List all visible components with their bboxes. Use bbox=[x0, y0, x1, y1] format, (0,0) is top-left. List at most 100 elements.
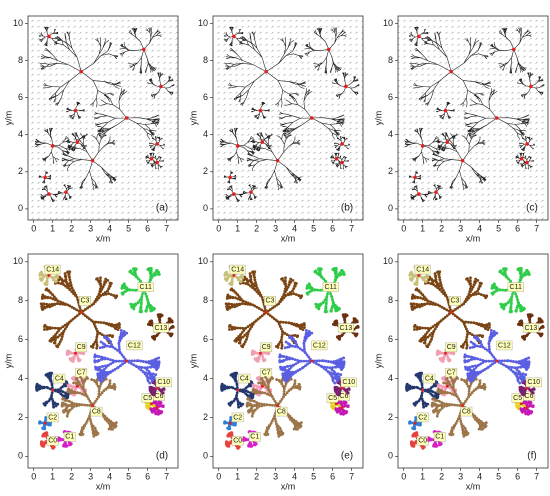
cluster-label-box bbox=[414, 264, 431, 275]
plot-frame bbox=[212, 15, 364, 221]
cluster-label-box bbox=[152, 323, 169, 333]
seed-point bbox=[73, 351, 77, 355]
seed-point bbox=[258, 351, 262, 355]
panel: C0 C1 C2 C3 C4 C5 C6 C7 C8 C9 C10 C11 C12 C13 C14 0 1 2 3 4… bbox=[373, 253, 549, 491]
y-tick-label: 0 bbox=[388, 451, 393, 461]
panel-label: (c) bbox=[526, 203, 538, 214]
x-tick-label: 3 bbox=[458, 471, 463, 481]
cluster-label-box bbox=[460, 406, 473, 417]
y-tick-label: 10 bbox=[198, 256, 208, 266]
seed-point bbox=[519, 157, 524, 161]
cluster-label-box bbox=[79, 295, 91, 306]
x-tick-label: 6 bbox=[515, 223, 520, 233]
cluster-label: C3 bbox=[80, 298, 89, 305]
cluster-label: C0 bbox=[233, 438, 242, 445]
seed-point bbox=[334, 157, 339, 161]
tree-branches bbox=[34, 127, 71, 164]
seed-point bbox=[344, 84, 348, 89]
x-tick-label: 6 bbox=[145, 223, 150, 233]
cluster-label: C2 bbox=[48, 414, 57, 421]
x-tick-label: 2 bbox=[254, 223, 259, 233]
seed-point bbox=[43, 421, 47, 425]
cluster-label: C10 bbox=[342, 379, 355, 386]
cluster-label-box bbox=[44, 264, 61, 275]
y-tick-label: 4 bbox=[18, 129, 23, 139]
x-tick-label: 2 bbox=[254, 471, 259, 481]
cluster-points bbox=[277, 328, 346, 385]
cluster-label: C13 bbox=[339, 325, 352, 332]
cluster-label: C5 bbox=[513, 395, 522, 402]
cluster-label: C4 bbox=[240, 375, 249, 382]
y-tick-label: 4 bbox=[18, 373, 23, 383]
tree-branches bbox=[119, 27, 162, 74]
seed-point bbox=[155, 386, 159, 390]
seed-point bbox=[142, 47, 146, 52]
seed-point bbox=[275, 158, 280, 163]
cluster-label: C10 bbox=[527, 379, 540, 386]
seed-point bbox=[334, 402, 338, 406]
seed-point bbox=[159, 84, 163, 89]
x-tick-label: 5 bbox=[496, 223, 501, 233]
tree-branches bbox=[94, 88, 160, 140]
x-tick-label: 7 bbox=[164, 471, 169, 481]
panel-label: (a) bbox=[156, 203, 168, 214]
y-tick-label: 0 bbox=[18, 203, 23, 213]
seed-point bbox=[91, 404, 95, 408]
x-tick-label: 1 bbox=[420, 223, 425, 233]
y-axis-label: y/m bbox=[188, 111, 198, 126]
cluster-label-box bbox=[229, 264, 246, 275]
x-axis-label: x/m bbox=[96, 233, 111, 243]
cluster-label: C6 bbox=[155, 393, 164, 400]
x-tick-label: 7 bbox=[349, 471, 354, 481]
x-tick-label: 5 bbox=[311, 471, 316, 481]
seed-point bbox=[327, 47, 331, 52]
x-tick-label: 2 bbox=[439, 223, 444, 233]
y-tick-label: 0 bbox=[18, 451, 23, 461]
cluster-label: C6 bbox=[340, 393, 349, 400]
x-tick-label: 4 bbox=[292, 223, 297, 233]
cluster-label: C7 bbox=[77, 370, 86, 377]
cluster-label: C13 bbox=[524, 325, 537, 332]
cluster-label-box bbox=[53, 373, 66, 384]
cluster-points bbox=[430, 375, 488, 439]
cluster-label: C7 bbox=[262, 370, 271, 377]
cluster-label: C14 bbox=[46, 266, 59, 273]
x-tick-label: 3 bbox=[458, 223, 463, 233]
x-tick-label: 7 bbox=[164, 223, 169, 233]
seed-point bbox=[236, 388, 240, 392]
cluster-label-box bbox=[46, 412, 59, 423]
seed-point bbox=[149, 157, 154, 161]
cluster-label: C12 bbox=[498, 342, 511, 349]
seed-point bbox=[232, 192, 236, 196]
vector-field bbox=[28, 16, 178, 220]
cluster-label-box bbox=[340, 377, 357, 388]
plot-frame bbox=[212, 253, 364, 469]
x-tick-label: 1 bbox=[420, 471, 425, 481]
seed-point bbox=[124, 116, 129, 120]
x-tick-label: 6 bbox=[330, 471, 335, 481]
y-tick-label: 10 bbox=[13, 256, 23, 266]
seed-point bbox=[340, 142, 344, 146]
cluster-label: C12 bbox=[313, 342, 326, 349]
x-tick-label: 0 bbox=[401, 471, 406, 481]
cluster-label: C9 bbox=[77, 344, 86, 351]
cluster-label: C4 bbox=[425, 375, 434, 382]
x-tick-label: 7 bbox=[534, 471, 539, 481]
y-axis-label: y/m bbox=[3, 111, 13, 126]
cluster-label: C13 bbox=[154, 325, 167, 332]
x-axis-label: x/m bbox=[281, 481, 296, 491]
seed-point bbox=[43, 175, 47, 180]
vector-field bbox=[213, 16, 363, 220]
y-tick-label: 2 bbox=[203, 166, 208, 176]
seed-point bbox=[149, 402, 153, 406]
seed-point bbox=[249, 190, 253, 194]
cluster-label-box bbox=[248, 432, 261, 442]
cluster-label: C14 bbox=[231, 266, 244, 273]
cluster-label: C3 bbox=[450, 298, 459, 305]
seed-point bbox=[525, 406, 529, 410]
seed-point bbox=[79, 310, 83, 314]
y-tick-label: 6 bbox=[203, 92, 208, 102]
plot-frame bbox=[27, 253, 179, 469]
x-tick-label: 0 bbox=[216, 471, 221, 481]
